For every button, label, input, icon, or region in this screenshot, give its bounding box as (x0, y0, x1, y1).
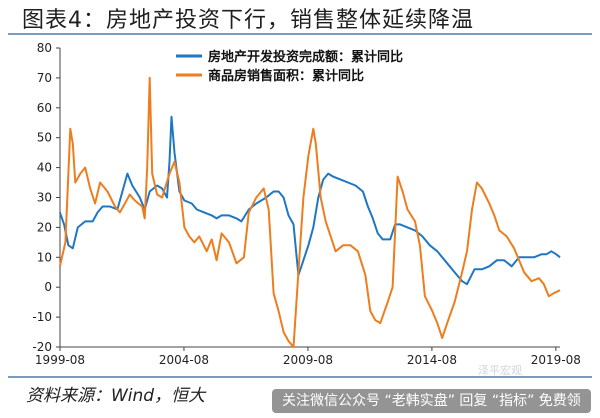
legend-label-sales: 商品房销售面积：累计同比 (208, 68, 364, 84)
y-tick-label: 50 (37, 131, 52, 145)
wechat-promo-banner[interactable]: 关注微信公众号 “老韩实盘” 回复 “指标” 免费领 (272, 389, 591, 413)
chart-title-bar: 图表4：房地产投资下行，销售整体延续降温 (0, 0, 600, 33)
axes: -20 -10 0 10 20 30 40 50 60 70 80 1999-08 2004-08 200… (32, 41, 581, 367)
title-divider (8, 33, 592, 35)
legend-label-investment: 房地产开发投资完成额：累计同比 (208, 49, 403, 65)
footer-divider (8, 376, 592, 378)
y-tick-label: 70 (37, 71, 52, 85)
y-tick-label: 10 (37, 250, 52, 264)
x-tick-label: 2019-08 (531, 353, 581, 367)
x-tick-label: 1999-08 (35, 353, 85, 367)
x-tick-label: 2014-08 (407, 353, 457, 367)
y-tick-label: 40 (37, 161, 52, 175)
series-sales-line (58, 76, 561, 348)
x-tick-label: 2004-08 (159, 353, 209, 367)
y-tick-label: 20 (37, 220, 52, 234)
y-tick-label: -10 (32, 310, 52, 324)
y-tick-label: -20 (32, 340, 52, 354)
chart-title: 图表4：房地产投资下行，销售整体延续降温 (22, 8, 474, 33)
x-tick-label: 2009-08 (283, 353, 333, 367)
y-tick-label: 0 (44, 280, 52, 294)
watermark: 泽平宏观 (478, 364, 522, 377)
series-lines (58, 76, 561, 348)
source-note: 资料来源：Wind，恒大 (26, 386, 206, 406)
y-tick-label: 80 (37, 41, 52, 55)
y-tick-label: 30 (37, 191, 52, 205)
y-tick-label: 60 (37, 101, 52, 115)
